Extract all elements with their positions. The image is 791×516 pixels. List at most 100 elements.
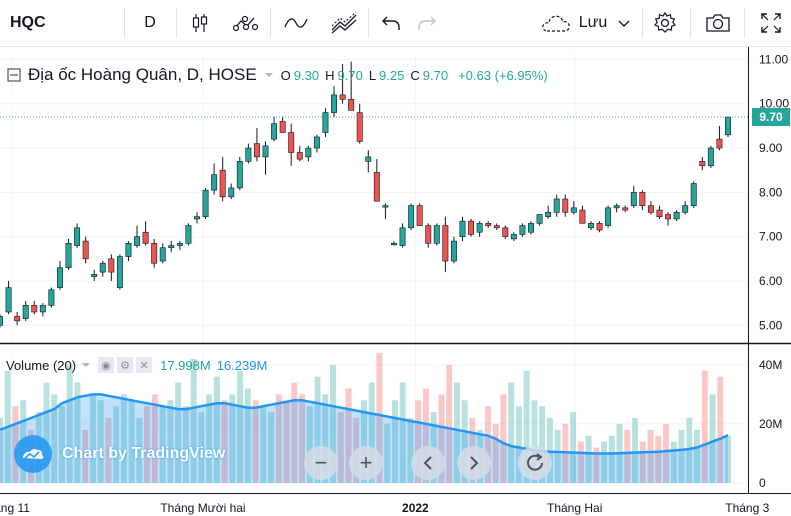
price-tick-label: 10.00 bbox=[759, 97, 789, 111]
volume-bar bbox=[453, 382, 460, 483]
volume-bar bbox=[601, 441, 608, 483]
candle-body bbox=[622, 207, 629, 211]
axes: 11.00 10.00 9.00 8.00 7.00 6.00 5.00 40M 20M 0 áng… bbox=[0, 47, 791, 515]
gear-icon bbox=[654, 11, 676, 33]
fullscreen-button[interactable] bbox=[752, 0, 790, 46]
tradingview-watermark[interactable]: Chart by TradingView bbox=[14, 435, 242, 473]
tradingview-logo-icon bbox=[14, 435, 52, 473]
candle-body bbox=[142, 231, 149, 244]
screenshot-button[interactable] bbox=[698, 0, 738, 46]
collapse-icon[interactable] bbox=[6, 67, 22, 83]
volume-bar bbox=[283, 400, 290, 483]
close-icon[interactable]: ✕ bbox=[136, 357, 153, 373]
volume-bar bbox=[361, 400, 367, 483]
series-title[interactable]: Địa ốc Hoàng Quân, D, HOSE bbox=[28, 65, 257, 84]
volume-bar bbox=[128, 400, 135, 483]
scroll-left-button[interactable] bbox=[411, 446, 445, 480]
volume-ma-value: 16.239M bbox=[216, 357, 268, 373]
time-tick-label: Tháng 3 bbox=[725, 501, 769, 515]
chevron-left-icon bbox=[423, 456, 432, 470]
candle-body bbox=[159, 247, 166, 262]
candle-body bbox=[211, 174, 218, 191]
cloud-icon bbox=[541, 15, 570, 32]
volume-bar bbox=[663, 423, 670, 483]
gear-icon[interactable]: ⚙ bbox=[117, 357, 134, 373]
candle-body bbox=[399, 227, 406, 246]
interval-button[interactable]: D bbox=[128, 0, 172, 46]
indicators-button[interactable] bbox=[226, 0, 266, 46]
price-legend: Địa ốc Hoàng Quân, D, HOSE O 9.30 H 9.70 L… bbox=[0, 62, 548, 88]
minus-icon: − bbox=[314, 450, 328, 475]
volume-tick-label: 40M bbox=[759, 358, 782, 372]
candle-body bbox=[493, 225, 500, 229]
redo-button[interactable] bbox=[410, 0, 444, 46]
candle-body bbox=[305, 147, 312, 158]
candle-body bbox=[476, 223, 483, 233]
candle-body bbox=[468, 220, 475, 235]
volume-bar bbox=[694, 429, 701, 483]
candle-body bbox=[365, 156, 372, 162]
volume-bar bbox=[113, 406, 120, 483]
templates-button[interactable] bbox=[326, 0, 362, 46]
candle-body bbox=[5, 287, 12, 313]
volume-bar bbox=[376, 353, 383, 483]
chevron-down-icon bbox=[618, 20, 630, 27]
volume-title[interactable]: Volume (20) bbox=[6, 357, 77, 373]
volume-bar bbox=[120, 394, 127, 483]
candle-body bbox=[0, 316, 3, 326]
volume-bar bbox=[43, 382, 50, 483]
reset-icon bbox=[527, 453, 543, 471]
candle-body bbox=[168, 245, 175, 249]
line-draw-icon bbox=[284, 18, 308, 28]
high-value: 9.70 bbox=[337, 67, 363, 83]
candle-body bbox=[39, 305, 46, 313]
volume-tick-label: 0 bbox=[759, 476, 766, 490]
candle-body bbox=[228, 187, 235, 198]
undo-button[interactable] bbox=[374, 0, 408, 46]
reset-chart-button[interactable] bbox=[518, 446, 552, 480]
chart-style-button[interactable] bbox=[182, 0, 218, 46]
volume-bar bbox=[570, 412, 577, 483]
candle-body bbox=[373, 172, 380, 202]
volume-bar bbox=[260, 406, 267, 483]
close-label: C bbox=[410, 67, 420, 83]
volume-bar bbox=[484, 406, 491, 483]
symbol-search-button[interactable]: HQC bbox=[0, 0, 120, 46]
chevron-down-icon[interactable] bbox=[263, 70, 275, 80]
candle-body bbox=[56, 267, 63, 288]
candle-body bbox=[65, 243, 72, 268]
volume-bar bbox=[244, 388, 251, 483]
chevron-down-icon[interactable] bbox=[80, 360, 92, 370]
volume-bar bbox=[686, 418, 693, 483]
volume-bar bbox=[151, 394, 158, 483]
zoom-out-button[interactable]: − bbox=[304, 446, 338, 480]
candle-body bbox=[194, 216, 200, 220]
candle-body bbox=[605, 207, 612, 226]
volume-bar bbox=[299, 394, 306, 483]
draw-line-button[interactable] bbox=[278, 0, 314, 46]
save-button[interactable]: Lưu bbox=[530, 0, 640, 46]
candle-body bbox=[502, 227, 509, 237]
visibility-icon[interactable]: ◉ bbox=[98, 357, 115, 373]
toolbar-divider bbox=[642, 8, 643, 38]
volume-bar bbox=[252, 400, 259, 483]
candle-body bbox=[673, 211, 680, 220]
volume-bar bbox=[725, 435, 731, 483]
candle-body bbox=[442, 225, 449, 262]
candle-body bbox=[271, 123, 278, 140]
toolbar-divider bbox=[368, 8, 369, 38]
candle-body bbox=[588, 223, 594, 229]
settings-button[interactable] bbox=[646, 0, 684, 46]
candle-body bbox=[151, 243, 158, 264]
scroll-right-button[interactable] bbox=[457, 446, 491, 480]
zoom-in-button[interactable]: + bbox=[349, 446, 383, 480]
fullscreen-icon bbox=[761, 13, 781, 33]
candle-body bbox=[236, 161, 243, 189]
candle-body bbox=[433, 225, 440, 244]
change-value: +0.63 (+6.95%) bbox=[458, 67, 548, 83]
time-tick-label: Tháng Hai bbox=[547, 501, 602, 515]
candle-body bbox=[134, 236, 140, 246]
volume-bar bbox=[438, 394, 445, 483]
volume-bar bbox=[539, 406, 546, 483]
volume-bar bbox=[523, 370, 530, 483]
